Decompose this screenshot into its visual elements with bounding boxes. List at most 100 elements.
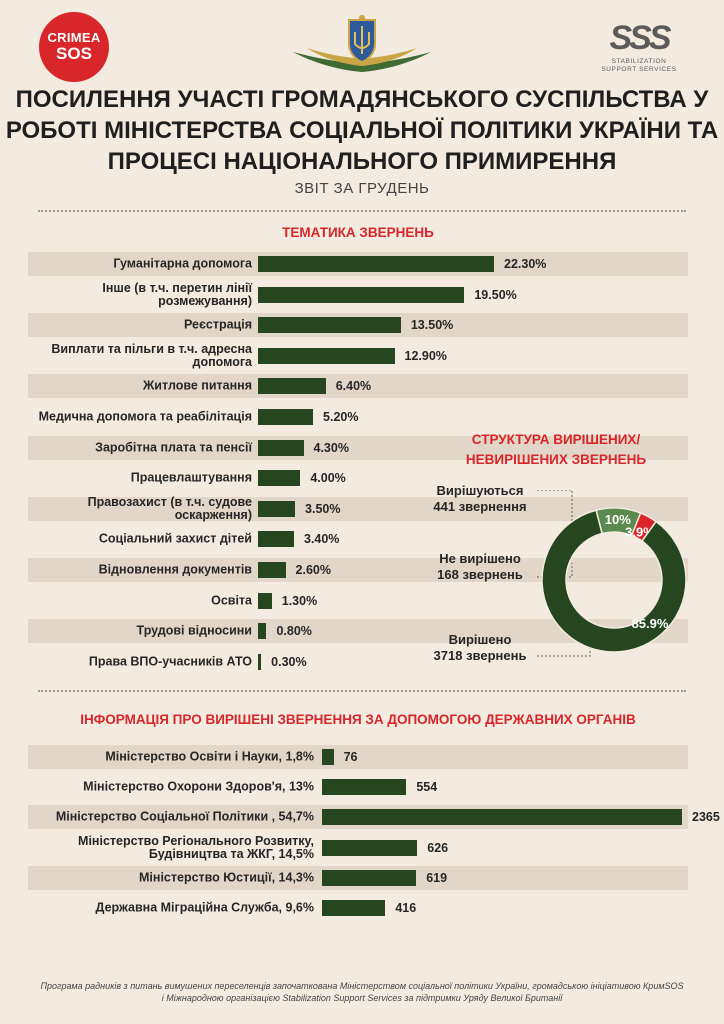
topic-bar [258,286,465,303]
crimea-logo-line2: SOS [56,43,92,63]
agency-bar [322,839,418,856]
donut-label-resolved: Вирішено 3718 звернень [420,632,540,664]
topic-bar [258,378,326,395]
topic-label: Освіта [211,593,252,608]
divider-top [38,210,686,212]
donut-label-unresolved: Не вирішено 168 звернень [420,551,540,583]
topic-value-label: 19.50% [474,287,517,302]
topic-bar [258,317,401,334]
topic-label: Реєстрація [184,317,252,332]
topic-row: Соціальний захист дітей 3.40% [28,527,688,551]
topic-row: Інше (в т.ч. перетин лінії розмежування)… [28,280,688,308]
agency-value-label: 76 [343,750,358,764]
agency-value-label: 626 [427,840,449,855]
topic-row: Гуманітарна допомога 22.30% [28,252,688,276]
topic-value-label: 13.50% [410,318,454,333]
agency-row: Міністерство Соціальної Політики , 54,7%… [28,805,720,830]
topic-row: Відновлення документів 2.60% [28,558,688,582]
topic-bar [258,592,272,609]
topic-label: Інше (в т.ч. перетин лінії розмежування) [102,280,252,308]
topic-label: Трудові відносини [136,623,252,638]
agency-label: Міністерство Освіти і Науки, 1,8% [105,749,314,764]
topic-bar [258,531,294,548]
page-title: ПОСИЛЕННЯ УЧАСТІ ГРОМАДЯНСЬКОГО СУСПІЛЬС… [0,84,724,177]
topic-label: Медична допомога та реабілітація [38,409,252,424]
unresolved-count: 168 звернень [437,567,523,582]
topic-value-label: 0.80% [276,624,312,639]
page-subtitle: ЗВІТ ЗА ГРУДЕНЬ [294,180,430,197]
topic-label: Житлове питання [143,378,252,393]
agency-row: Міністерство Юстиції, 14,3% 619 [28,865,688,890]
topic-bar [258,409,314,425]
sss-logo-line2: SUPPORT SERVICES [601,66,677,73]
topic-bar [258,470,301,487]
agency-value-label: 554 [416,780,438,795]
topic-bar [258,623,267,640]
coat-of-arms-icon [293,15,431,72]
topic-value-label: 22.30% [504,257,547,271]
topic-value-label: 12.90% [404,348,447,363]
topic-bar [258,500,296,517]
topic-value-label: 2.60% [295,563,331,577]
topic-label: Гуманітарна допомога [113,256,252,271]
topic-label: Виплати та пільги в т.ч. адресна допомог… [51,341,252,369]
topic-value-label: 5.20% [323,410,359,424]
topic-value-label: 4.00% [310,471,346,486]
donut-label-in-progress: Вирішуються 441 звернення [420,483,540,515]
donut-slice [541,509,687,653]
topic-row: Працевлаштування 4.00% [28,466,688,490]
unresolved-name: Не вирішено [439,551,521,566]
agencies-chart-title: ІНФОРМАЦІЯ ПРО ВИРІШЕНІ ЗВЕРНЕННЯ ЗА ДОП… [80,712,636,727]
topic-row: Житлове питання 6.40% [28,374,688,399]
agency-bar [322,900,386,916]
topic-row: Реєстрація 13.50% [28,313,688,338]
resolved-name: Вирішено [448,632,512,647]
agency-label: Міністерство Регіонального Розвитку, Буд… [78,833,314,861]
sss-logo-line1: STABILIZATION [611,58,667,65]
in-progress-count: 441 звернення [433,499,527,514]
title-line-1: ПОСИЛЕННЯ УЧАСТІ ГРОМАДЯНСЬКОГО СУСПІЛЬС… [15,86,709,113]
agency-bar [322,749,334,765]
topic-row: Права ВПО-учасників АТО 0.30% [28,650,688,674]
topic-label: Заробітна плата та пенсії [95,440,252,455]
topic-label: Правозахист (в т.ч. судове оскарження) [87,494,252,522]
agency-label: Міністерство Юстиції, 14,3% [139,870,314,885]
resolution-donut-chart: 10%3.9%85.9% [541,507,687,653]
topic-label: Соціальний захист дітей [98,531,252,546]
agency-row: Міністерство Освіти і Науки, 1,8% 76 [28,745,688,769]
topic-row: Виплати та пільги в т.ч. адресна допомог… [28,341,688,369]
topic-bar [258,256,494,272]
topic-value-label: 3.40% [303,532,340,547]
crimea-sos-logo: CRIMEA SOS [39,12,109,82]
topic-value-label: 3.50% [305,501,341,516]
agency-label: Міністерство Соціальної Політики , 54,7% [55,809,314,824]
agency-row: Міністерство Охорони Здоров'я, 13% 554 [28,775,688,799]
title-line-3: ПРОЦЕСІ НАЦІОНАЛЬНОГО ПРИМИРЕННЯ [107,148,617,175]
topic-bar [258,653,262,670]
agency-value-label: 416 [395,901,417,915]
topic-row: Медична допомога та реабілітація 5.20% [28,405,688,429]
topic-bar [258,439,304,456]
footer-note: Програма радників з питань вимушених пер… [40,981,684,1003]
topic-label: Працевлаштування [130,470,252,485]
divider-middle [38,690,686,692]
agency-row: Міністерство Регіонального Розвитку, Буд… [28,833,688,861]
topic-label: Права ВПО-учасників АТО [88,654,252,669]
sss-logo-mark: SSS [609,19,671,57]
agency-bar [322,809,682,826]
topic-value-label: 4.30% [313,440,349,455]
donut-slice-label: 10% [605,512,631,527]
donut-slice-label: 85.9% [632,616,669,631]
topic-row: Освіта 1.30% [28,589,688,613]
donut-chart-title: СТРУКТУРА ВИРІШЕНИХ/ НЕВИРІШЕНИХ ЗВЕРНЕН… [465,432,647,467]
topic-row: Заробітна плата та пенсії 4.30% [28,435,688,460]
topic-bar [258,347,395,364]
resolved-count: 3718 звернень [433,648,527,663]
in-progress-name: Вирішуються [436,483,524,498]
topic-value-label: 1.30% [281,593,318,608]
topic-bar [258,562,286,578]
agency-row: Державна Міграційна Служба, 9,6% 416 [28,896,688,920]
agency-label: Державна Міграційна Служба, 9,6% [95,900,314,915]
agency-value-label: 619 [426,870,448,885]
agency-bar [322,869,417,886]
